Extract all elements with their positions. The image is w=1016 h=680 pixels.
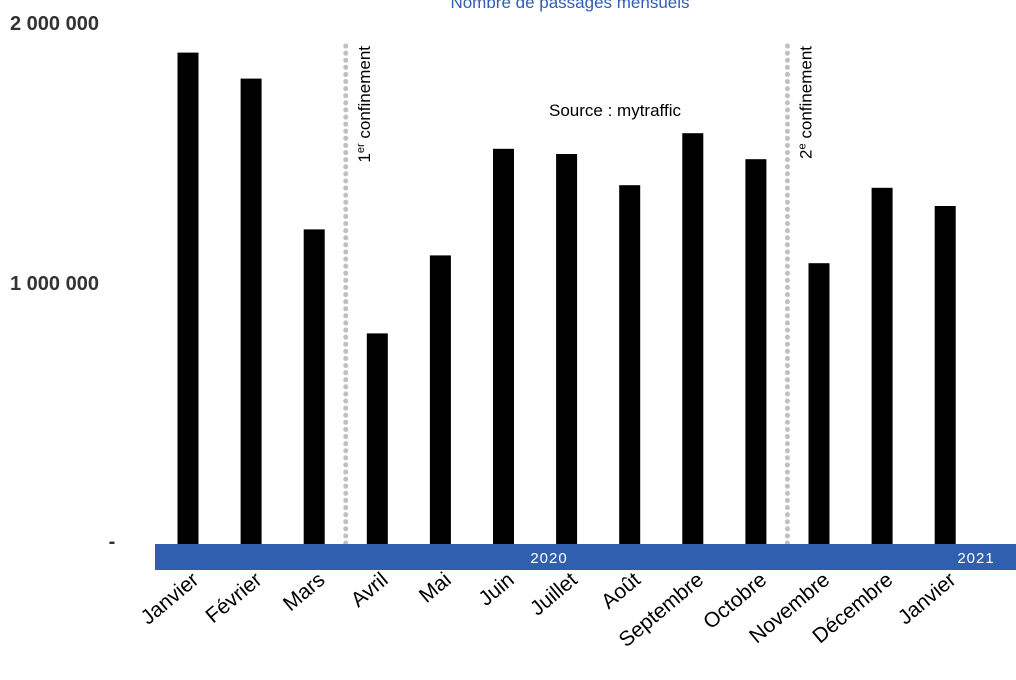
lockdown-label-text: confinement	[355, 46, 374, 144]
y-tick-label: -	[109, 531, 116, 553]
y-axis: 2 000 000 1 000 000 -	[10, 13, 115, 553]
year-band	[155, 544, 1016, 570]
lockdown-label-superscript: e	[796, 143, 808, 149]
source-label: Source : mytraffic	[549, 101, 681, 120]
lockdown-label: 1er confinement	[355, 46, 374, 163]
lockdown-label-number: 1	[355, 153, 374, 162]
bar-juin	[493, 148, 514, 545]
bar-janvier	[934, 206, 956, 544]
bar-avril	[366, 333, 388, 544]
lockdown-label: 2e confinement	[796, 46, 815, 159]
lockdown-label-number: 2	[796, 149, 815, 158]
y-tick-label: 1 000 000	[10, 273, 99, 295]
bar-novembre	[808, 263, 830, 544]
x-tick-label: Mars	[279, 568, 330, 616]
x-tick-label: Janvier	[894, 568, 961, 629]
lockdown-label-superscript: er	[355, 143, 367, 153]
bar-août	[619, 185, 641, 544]
x-tick-label: Juillet	[526, 568, 582, 620]
bar-décembre	[871, 187, 893, 545]
y-tick-label: 2 000 000	[10, 13, 99, 35]
year-label-2021: 2021	[957, 550, 994, 567]
bar-septembre	[682, 133, 704, 544]
bar-octobre	[745, 159, 767, 544]
x-tick-label: Mai	[415, 568, 456, 607]
x-tick-label: Août	[597, 568, 645, 613]
x-tick-label: Février	[201, 568, 266, 628]
x-tick-label: Juin	[474, 568, 518, 610]
year-label-2020: 2020	[530, 550, 567, 567]
bars	[177, 52, 956, 545]
bar-février	[240, 78, 262, 544]
bar-juillet	[556, 154, 578, 544]
x-tick-label: Janvier	[137, 568, 204, 629]
bar-mars	[303, 229, 325, 544]
lockdown-label-text: confinement	[796, 46, 815, 144]
bar-janvier	[177, 52, 199, 544]
chart-title: Nombre de passages mensuels	[450, 0, 689, 12]
x-tick-label: Avril	[347, 568, 393, 612]
bar-mai	[429, 255, 451, 544]
